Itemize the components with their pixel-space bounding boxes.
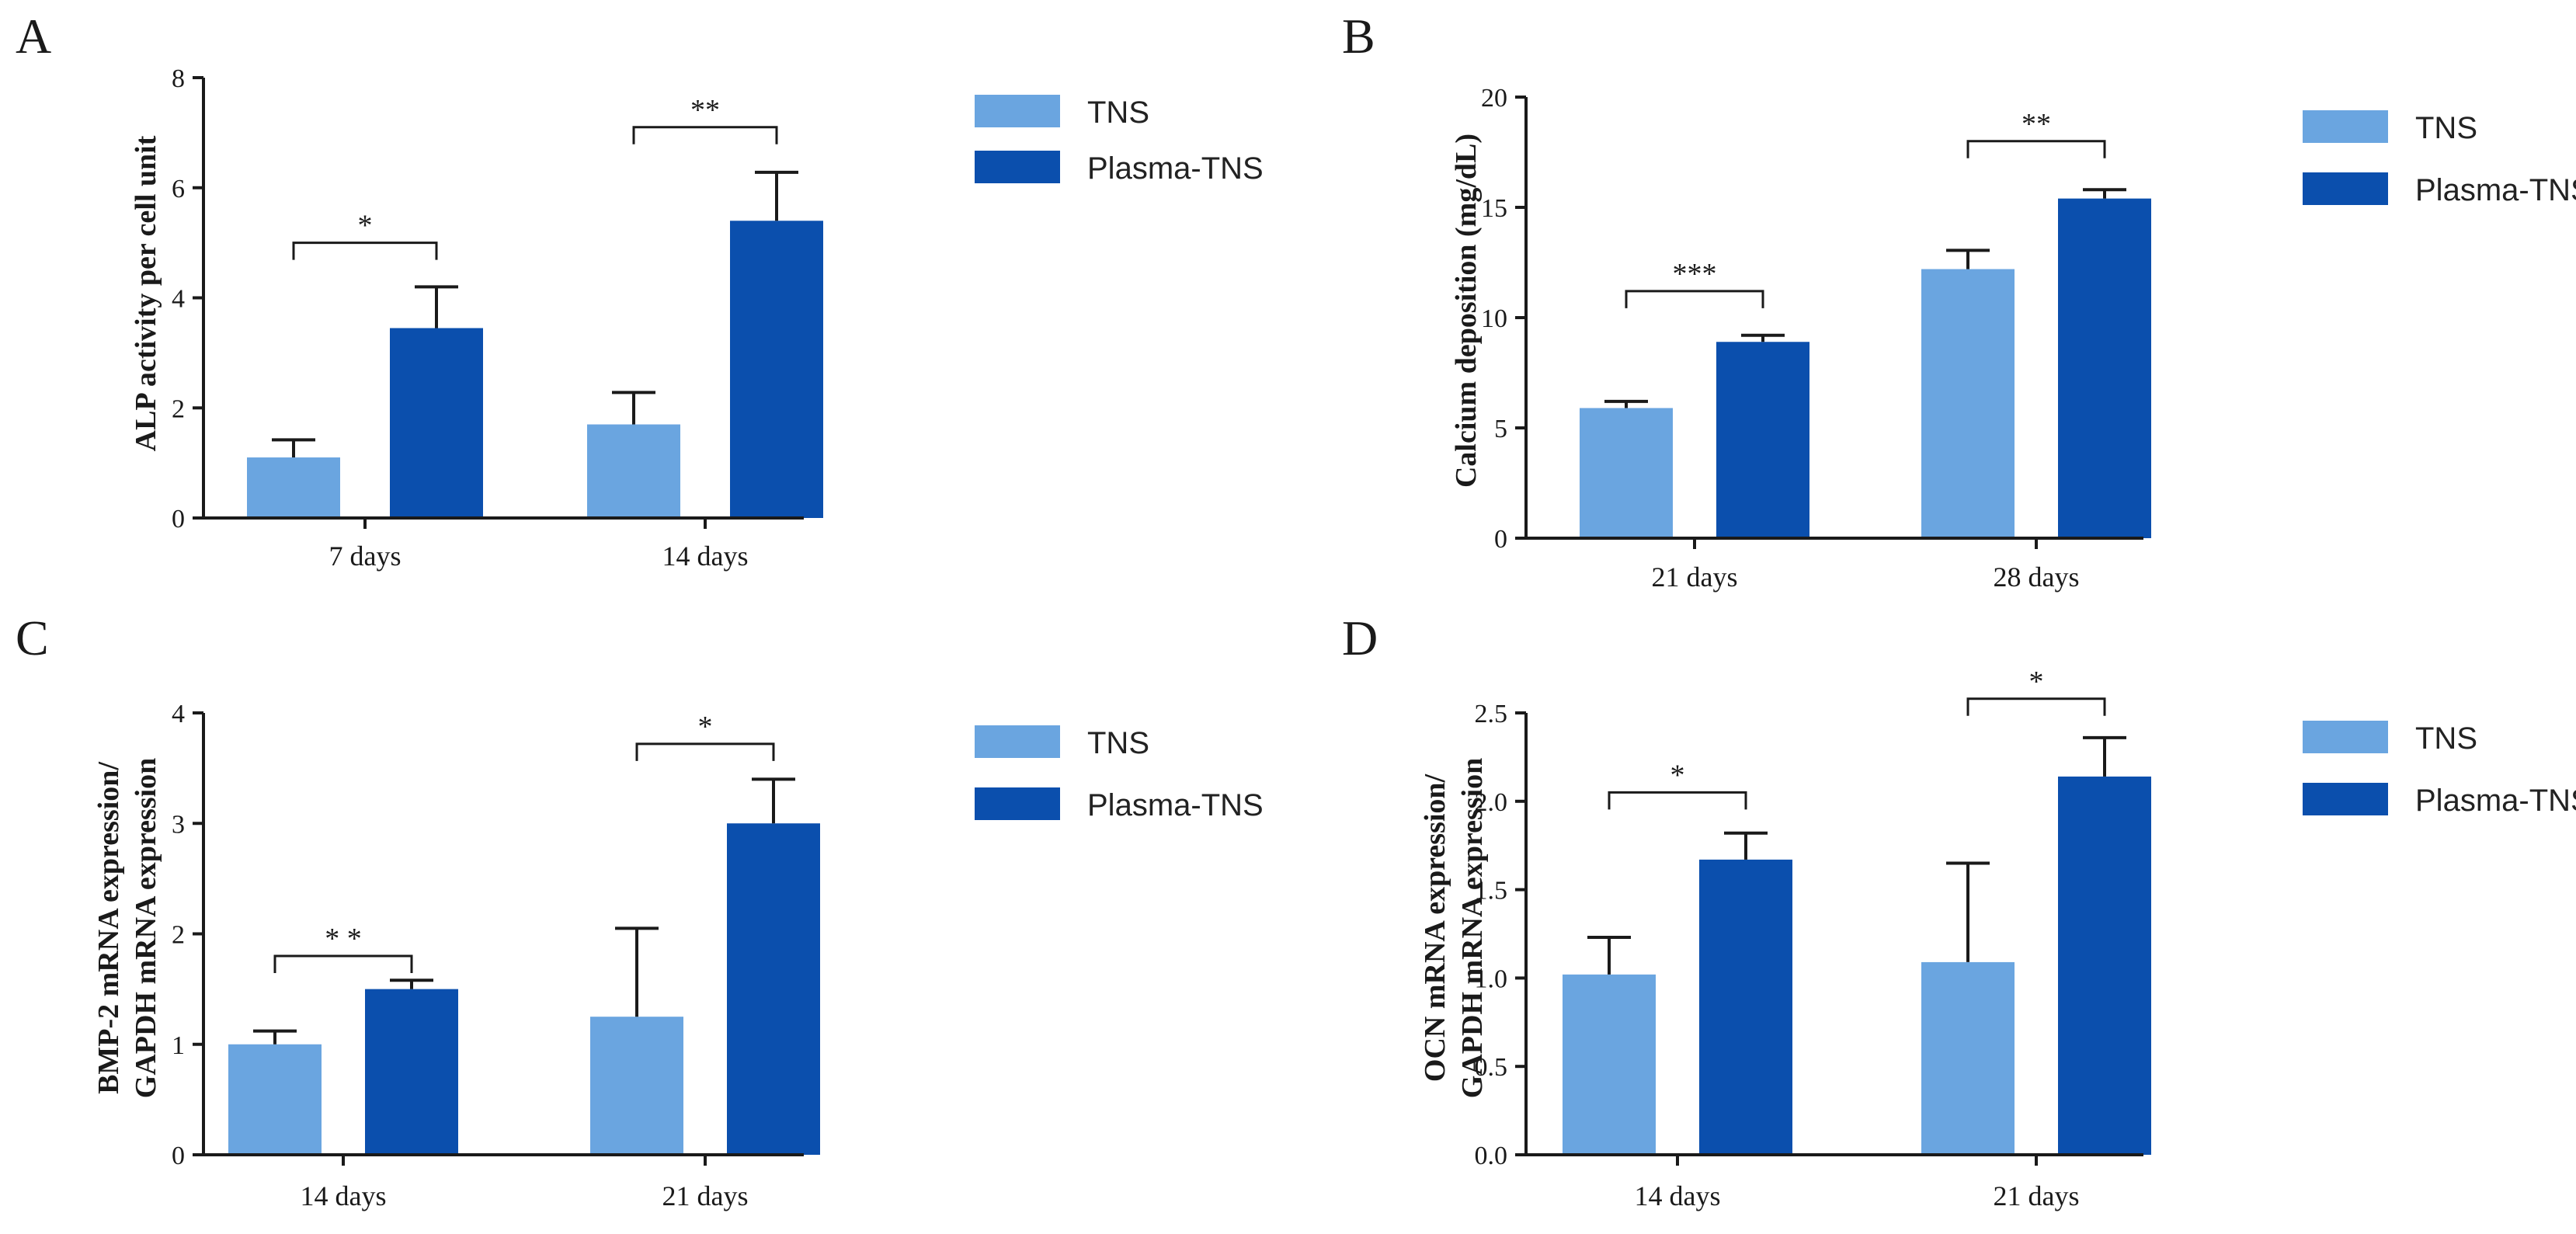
y-tick-label: 0.5 xyxy=(1475,1053,1508,1082)
significance-bracket xyxy=(273,954,413,973)
bar-plasma-tns xyxy=(390,328,483,518)
significance-bracket xyxy=(292,242,438,260)
y-axis-label-line-2: GAPDH mRNA expression xyxy=(1456,758,1489,1098)
y-axis-label: ALP activity per cell unit xyxy=(130,135,162,451)
y-axis-label-line-2: GAPDH mRNA expression xyxy=(130,758,162,1098)
x-tick-label: 21 days xyxy=(1994,1180,2080,1211)
legend-label-plasma-tns: Plasma-TNS xyxy=(1087,151,1264,186)
legend-label-tns: TNS xyxy=(1087,726,1149,760)
y-axis-label-line-1: BMP-2 mRNA expression/ xyxy=(92,762,125,1094)
bar-tns xyxy=(1921,269,2015,538)
y-tick-label: 0 xyxy=(172,505,185,534)
significance-label: * * xyxy=(325,923,362,955)
x-tick-label: 14 days xyxy=(1635,1180,1721,1211)
y-tick-label: 2 xyxy=(172,395,185,423)
significance-label: * xyxy=(698,711,713,743)
significance-bracket xyxy=(1625,290,1764,308)
panel-b: B Calcium deposition (mg/dL) 0 5 10 15 20 **… xyxy=(1342,9,2576,593)
x-tick-label: 14 days xyxy=(662,541,749,572)
legend-swatch-tns xyxy=(975,95,1060,127)
y-tick-label: 20 xyxy=(1481,84,1507,113)
y-axis-label: Calcium deposition (mg/dL) xyxy=(1450,134,1483,488)
legend-swatch-plasma-tns xyxy=(975,151,1060,183)
legend-swatch-plasma-tns xyxy=(975,787,1060,820)
legend-swatch-tns xyxy=(2303,721,2388,753)
bar-plasma-tns xyxy=(1699,859,1792,1155)
significance-label: * xyxy=(2029,666,2044,698)
y-tick-label: 0 xyxy=(172,1142,185,1170)
legend: TNS Plasma-TNS xyxy=(2303,721,2576,818)
y-tick-label: 15 xyxy=(1481,194,1507,223)
bar-tns xyxy=(590,1017,683,1155)
y-tick-label: 8 xyxy=(172,64,185,93)
legend: TNS Plasma-TNS xyxy=(2303,110,2576,207)
legend: TNS Plasma-TNS xyxy=(975,95,1264,186)
bar-plasma-tns xyxy=(730,221,823,518)
bar-plasma-tns xyxy=(2058,776,2151,1155)
y-tick-label: 1 xyxy=(172,1031,185,1060)
bar-plasma-tns xyxy=(2058,198,2151,538)
significance-label: *** xyxy=(1673,258,1717,290)
panel-letter-d: D xyxy=(1342,610,1378,666)
legend-label-plasma-tns: Plasma-TNS xyxy=(1087,788,1264,822)
legend-swatch-plasma-tns xyxy=(2303,172,2388,205)
bar-tns xyxy=(1921,961,2015,1155)
legend-label-plasma-tns: Plasma-TNS xyxy=(2415,784,2576,818)
bar-plasma-tns xyxy=(1716,342,1809,538)
significance-bracket xyxy=(632,126,778,144)
significance-label: * xyxy=(358,210,373,242)
y-tick-label: 10 xyxy=(1481,304,1507,333)
y-tick-label: 2.0 xyxy=(1475,788,1508,817)
legend: TNS Plasma-TNS xyxy=(975,725,1264,822)
legend-label-plasma-tns: Plasma-TNS xyxy=(2415,173,2576,207)
y-tick-label: 0 xyxy=(1494,525,1507,554)
bar-tns xyxy=(1563,974,1656,1155)
y-tick-label: 3 xyxy=(172,810,185,839)
y-tick-label: 1.5 xyxy=(1475,877,1508,906)
bar-plasma-tns xyxy=(727,823,820,1155)
x-tick-label: 7 days xyxy=(329,541,402,572)
legend-label-tns: TNS xyxy=(2415,721,2477,756)
panel-letter-c: C xyxy=(16,610,49,666)
panel-d: D OCN mRNA expression/ GAPDH mRNA expres… xyxy=(1342,610,2576,1211)
bar-tns xyxy=(228,1044,322,1155)
significance-bracket xyxy=(1608,791,1747,810)
x-tick-label: 14 days xyxy=(301,1180,387,1211)
y-tick-label: 2.5 xyxy=(1475,700,1508,728)
legend-swatch-tns xyxy=(2303,110,2388,143)
bar-tns xyxy=(1580,408,1673,538)
legend-label-tns: TNS xyxy=(2415,111,2477,145)
y-tick-label: 5 xyxy=(1494,415,1507,443)
bar-tns xyxy=(587,424,680,518)
significance-label: * xyxy=(1670,759,1685,791)
x-tick-label: 21 days xyxy=(1652,561,1738,593)
x-tick-label: 21 days xyxy=(662,1180,749,1211)
significance-bracket xyxy=(1966,697,2106,716)
legend-label-tns: TNS xyxy=(1087,96,1149,130)
panel-letter-a: A xyxy=(16,9,51,64)
y-tick-label: 0.0 xyxy=(1475,1142,1508,1170)
significance-label: ** xyxy=(690,94,720,127)
y-tick-label: 4 xyxy=(172,700,185,728)
bar-plasma-tns xyxy=(365,989,458,1155)
y-tick-label: 4 xyxy=(172,285,185,314)
y-tick-label: 2 xyxy=(172,921,185,950)
bar-tns xyxy=(247,457,340,518)
significance-bracket xyxy=(1966,140,2106,158)
y-tick-label: 1.0 xyxy=(1475,965,1508,993)
x-tick-label: 28 days xyxy=(1994,561,2080,593)
legend-swatch-plasma-tns xyxy=(2303,783,2388,815)
legend-swatch-tns xyxy=(975,725,1060,758)
y-axis-label-line-1: OCN mRNA expression/ xyxy=(1419,773,1451,1082)
significance-bracket xyxy=(635,742,775,761)
panel-letter-b: B xyxy=(1342,9,1375,64)
y-tick-label: 6 xyxy=(172,175,185,203)
panel-c: C BMP-2 mRNA expression/ GAPDH mRNA expr… xyxy=(16,610,1264,1211)
significance-label: ** xyxy=(2022,108,2051,141)
